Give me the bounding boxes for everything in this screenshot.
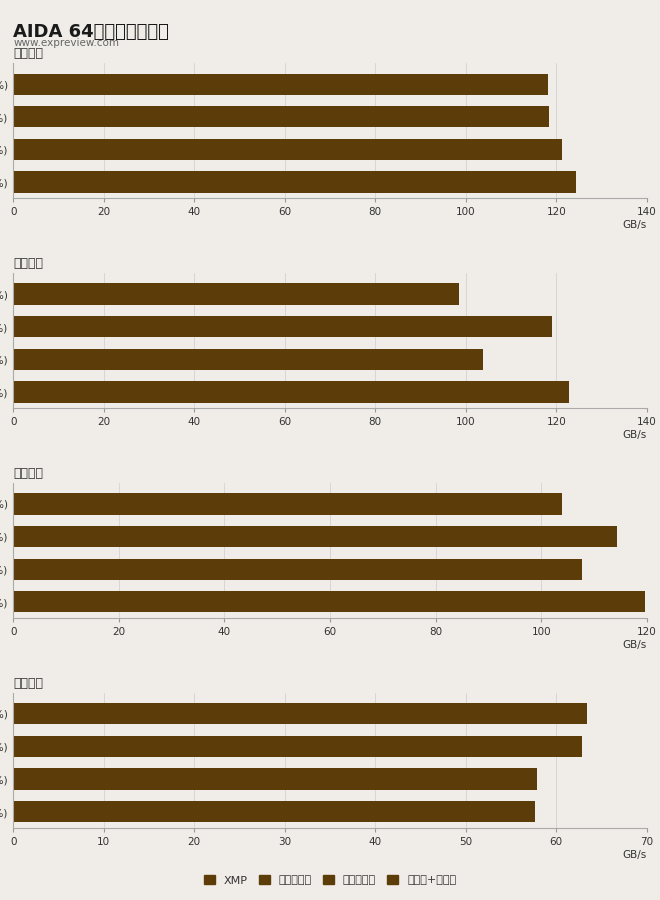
Bar [13, 382, 569, 402]
Text: AIDA 64内存与缓存测试: AIDA 64内存与缓存测试 [13, 22, 169, 40]
Text: 内存读取: 内存读取 [13, 48, 43, 60]
Bar [13, 106, 549, 128]
Bar [13, 526, 616, 547]
X-axis label: GB/s: GB/s [622, 850, 647, 859]
Bar [13, 559, 582, 580]
Text: 内存延迟: 内存延迟 [13, 677, 43, 690]
Bar [13, 172, 576, 193]
Bar [13, 316, 552, 338]
Bar [13, 591, 645, 612]
Bar [13, 348, 483, 370]
Legend: XMP, 高带宽模式, 低延迟模式, 高带宽+低延迟: XMP, 高带宽模式, 低延迟模式, 高带宽+低延迟 [199, 871, 461, 890]
Bar [13, 74, 548, 94]
Text: www.expreview.com: www.expreview.com [13, 38, 119, 48]
Bar [13, 801, 535, 823]
X-axis label: GB/s: GB/s [622, 430, 647, 440]
Bar [13, 284, 459, 305]
Bar [13, 139, 562, 160]
X-axis label: GB/s: GB/s [622, 220, 647, 230]
Text: 内存复制: 内存复制 [13, 467, 43, 481]
Bar [13, 493, 562, 515]
Bar [13, 736, 581, 757]
Text: 内存写入: 内存写入 [13, 257, 43, 270]
Bar [13, 769, 537, 789]
X-axis label: GB/s: GB/s [622, 640, 647, 650]
Bar [13, 703, 587, 724]
